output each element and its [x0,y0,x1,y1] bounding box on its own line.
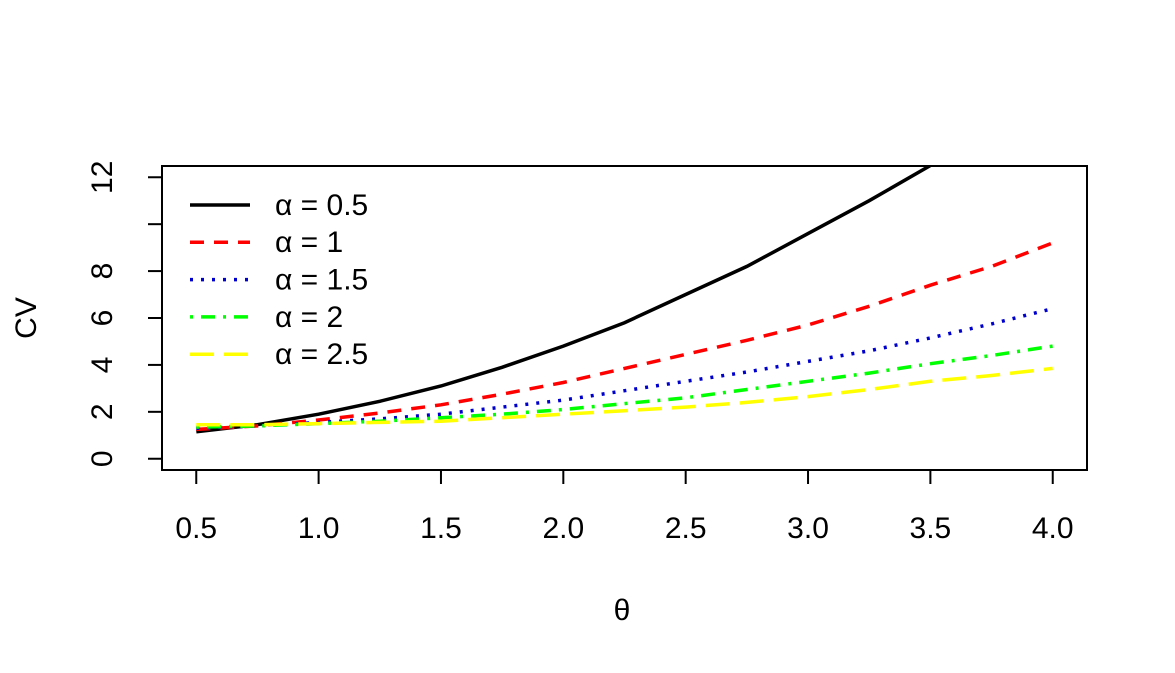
y-tick-label: 6 [86,310,119,327]
y-axis-label: CV [10,297,43,339]
y-tick-label: 0 [86,450,119,467]
line-series [196,166,932,434]
line-series [196,366,1053,427]
legend-label: α = 1 [275,226,343,259]
line-series [196,241,1054,432]
x-tick-label: 0.5 [175,512,217,545]
x-tick-label: 2.0 [542,512,584,545]
x-tick-label: 2.5 [665,512,707,545]
legend-label: α = 2 [275,301,343,334]
y-tick-label: 4 [86,357,119,374]
line-series [196,306,1054,430]
y-tick-label: 2 [86,403,119,420]
x-tick-label: 3.0 [787,512,829,545]
legend-label: α = 2.5 [275,338,368,371]
line-series [196,344,1053,429]
x-axis-label: θ [614,594,631,627]
y-tick-label: 12 [86,161,119,194]
y-tick-label: 8 [86,263,119,280]
legend-label: α = 1.5 [275,264,368,297]
x-tick-label: 1.0 [298,512,340,545]
x-tick-label: 3.5 [910,512,952,545]
plot-area [196,166,1054,434]
x-tick-label: 1.5 [420,512,462,545]
legend-label: α = 0.5 [275,189,368,222]
x-tick-label: 4.0 [1032,512,1074,545]
